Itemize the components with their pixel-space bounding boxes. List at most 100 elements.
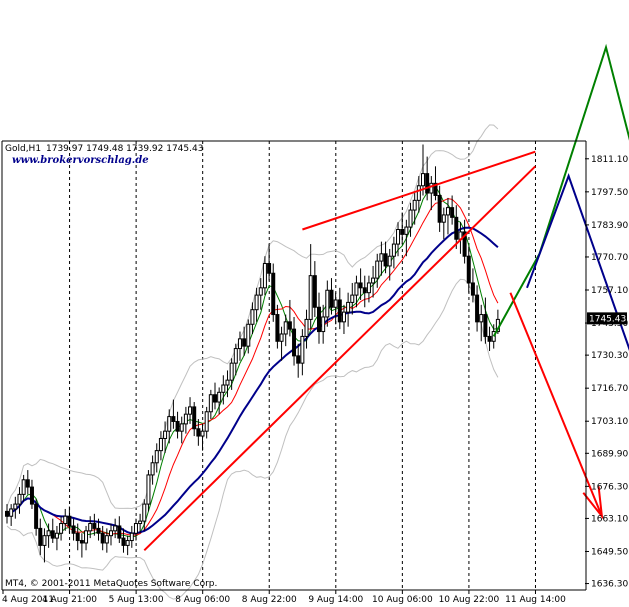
candle <box>362 275 367 308</box>
candle-body <box>341 311 346 323</box>
candle <box>296 343 301 378</box>
candle-body <box>254 294 259 311</box>
candle-body <box>429 182 434 194</box>
candle <box>404 219 409 257</box>
candle-body <box>329 289 334 308</box>
candle <box>150 455 155 485</box>
candle <box>133 518 138 541</box>
candle-body <box>158 437 163 452</box>
candle-body <box>258 287 263 296</box>
candle-body <box>337 299 342 323</box>
candle-body <box>34 503 39 529</box>
candle <box>196 419 201 446</box>
candle-body <box>275 314 280 342</box>
candle-body <box>21 479 26 495</box>
candle <box>221 375 226 405</box>
candle-body <box>483 314 488 337</box>
candle-body <box>13 503 18 510</box>
candle <box>38 518 43 556</box>
candle-body <box>396 229 401 245</box>
candle <box>308 244 313 330</box>
candle <box>92 513 97 536</box>
candle-body <box>267 263 272 274</box>
candle-body <box>445 207 450 216</box>
candle-body <box>296 355 301 364</box>
chart-header-symbol: Gold,H1 <box>5 144 41 154</box>
candle <box>354 275 359 308</box>
chart-header-ohlc: 1739.97 1749.48 1739.92 1745.43 <box>46 144 203 154</box>
candle-body <box>42 535 47 546</box>
candle <box>329 278 334 315</box>
candle <box>109 523 113 546</box>
candle-body <box>25 479 30 488</box>
candle <box>333 292 338 325</box>
candle <box>208 389 213 420</box>
candle <box>445 197 450 235</box>
candle <box>262 256 267 296</box>
y-tick-label: 1703.10 <box>591 417 628 427</box>
candle <box>242 326 247 356</box>
candle-body <box>233 348 238 364</box>
website-label[interactable]: www.brokervorschlag.de <box>12 155 149 166</box>
candle-body <box>5 510 9 517</box>
candle-body <box>462 231 467 257</box>
candle <box>283 314 288 347</box>
candle-body <box>192 406 197 430</box>
candle-body <box>383 253 388 267</box>
candle-body <box>412 199 417 211</box>
candle <box>425 156 430 201</box>
candle-body <box>183 413 188 425</box>
candle <box>138 513 143 534</box>
y-tick-label: 1811.10 <box>591 155 628 165</box>
current-price-box <box>587 312 627 325</box>
y-tick-label: 1676.30 <box>591 482 628 492</box>
candle <box>317 292 321 344</box>
candle-body <box>196 428 201 437</box>
candle-body <box>437 194 442 223</box>
candle-body <box>421 173 425 187</box>
y-tick-label: 1663.10 <box>591 514 628 524</box>
candle <box>233 343 238 376</box>
candle-body <box>283 321 288 335</box>
candle <box>117 516 122 543</box>
candle-body <box>109 530 113 537</box>
current-price-marker: 1745.43 <box>587 312 627 325</box>
candle-body <box>188 406 193 415</box>
candle <box>204 406 209 439</box>
candle-body <box>366 282 371 294</box>
candle <box>312 261 317 317</box>
candle-body <box>217 391 222 403</box>
candle <box>100 525 105 551</box>
projection-line <box>492 43 629 337</box>
y-tick-label: 1730.30 <box>591 351 628 361</box>
candle-body <box>221 384 226 393</box>
candle-body <box>225 379 230 386</box>
candle-body <box>242 338 247 347</box>
candle <box>179 416 184 444</box>
candle <box>258 278 263 310</box>
candle-body <box>466 255 471 284</box>
candle <box>229 358 234 390</box>
candle <box>183 406 188 434</box>
candle-body <box>475 294 480 323</box>
candle-body <box>416 185 421 201</box>
x-tick-label: 8 Aug 06:00 <box>175 595 230 605</box>
bollinger-lower <box>6 278 499 600</box>
candle-body <box>163 430 168 439</box>
candle <box>271 263 276 322</box>
candle-body <box>175 420 180 432</box>
y-tick-label: 1716.70 <box>591 384 628 394</box>
candle <box>371 265 376 298</box>
trend-annotations <box>143 43 629 552</box>
candle <box>325 280 330 327</box>
candle-body <box>208 394 213 413</box>
candle-body <box>300 335 305 364</box>
candle-body <box>38 527 43 546</box>
candle <box>175 411 180 439</box>
candle <box>300 329 305 376</box>
candle <box>275 304 280 349</box>
candle <box>237 331 242 361</box>
candle <box>341 304 346 334</box>
